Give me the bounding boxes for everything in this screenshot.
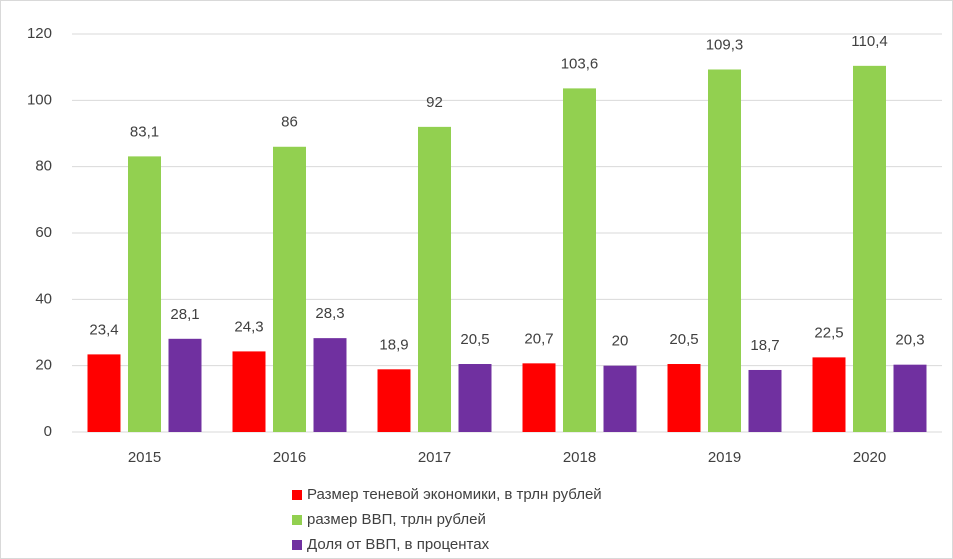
bar — [812, 357, 846, 432]
data-label: 18,7 — [750, 337, 779, 354]
bar — [563, 88, 596, 432]
bar — [667, 364, 701, 432]
legend-swatch — [292, 515, 302, 525]
data-label: 18,9 — [379, 336, 408, 353]
bar — [522, 363, 556, 432]
bar — [458, 364, 492, 432]
data-label: 20 — [612, 333, 629, 350]
data-label: 20,3 — [895, 332, 924, 349]
bar — [418, 126, 451, 432]
data-label: 110,4 — [851, 33, 887, 50]
data-label: 23,4 — [89, 321, 118, 338]
data-label: 28,3 — [315, 305, 344, 322]
data-label: 24,3 — [234, 318, 263, 335]
bar — [377, 369, 411, 432]
data-label: 20,7 — [524, 330, 553, 347]
x-tick-label: 2017 — [418, 449, 451, 466]
legend-label: Размер теневой экономики, в трлн рублей — [307, 486, 602, 503]
bar — [708, 69, 741, 432]
data-label: 20,5 — [460, 331, 489, 348]
data-label: 109,3 — [706, 36, 744, 53]
x-tick-label: 2016 — [273, 449, 306, 466]
data-label: 20,5 — [669, 331, 698, 348]
x-tick-label: 2019 — [708, 449, 741, 466]
y-tick-label: 120 — [27, 25, 52, 42]
x-tick-label: 2018 — [563, 449, 596, 466]
bar — [893, 364, 927, 432]
data-label: 92 — [426, 94, 443, 111]
bar — [128, 156, 161, 432]
bar — [853, 65, 886, 432]
bar — [273, 146, 306, 432]
y-tick-label: 40 — [35, 290, 52, 307]
data-label: 28,1 — [170, 306, 199, 323]
data-label: 103,6 — [561, 55, 599, 72]
bar — [168, 338, 202, 432]
x-tick-label: 2020 — [853, 449, 886, 466]
y-tick-label: 0 — [44, 423, 52, 440]
x-tick-label: 2015 — [128, 449, 161, 466]
bar — [87, 354, 121, 432]
y-tick-label: 60 — [35, 224, 52, 241]
legend-label: размер ВВП, трлн рублей — [307, 511, 486, 528]
bar — [232, 351, 266, 432]
legend-swatch — [292, 490, 302, 500]
legend-label: Доля от ВВП, в процентах — [307, 536, 490, 553]
data-label: 22,5 — [814, 324, 843, 341]
bar — [603, 365, 637, 432]
y-tick-label: 100 — [27, 91, 52, 108]
legend-swatch — [292, 540, 302, 550]
data-label: 86 — [281, 114, 298, 131]
y-tick-label: 20 — [35, 357, 52, 374]
data-label: 83,1 — [130, 123, 159, 140]
y-tick-label: 80 — [35, 158, 52, 175]
bar — [313, 338, 347, 432]
bar — [748, 369, 782, 432]
